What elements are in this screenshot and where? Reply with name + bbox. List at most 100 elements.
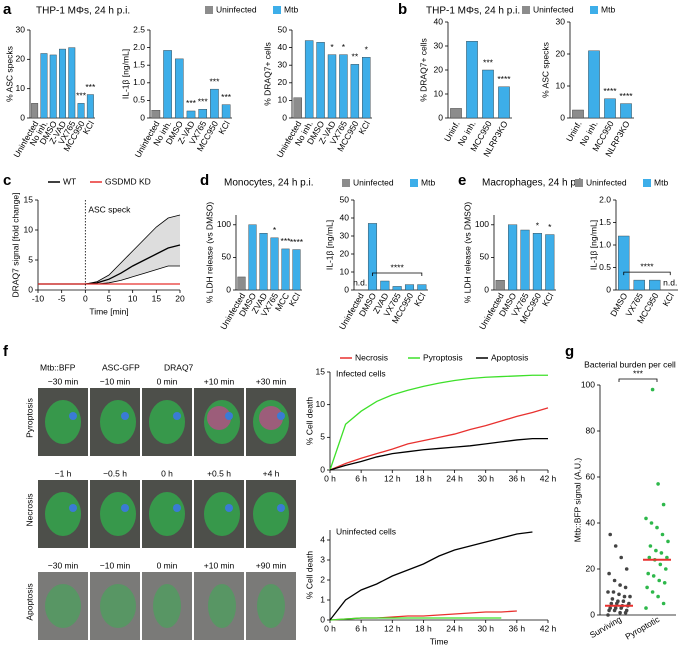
- y-tick-label: 15: [24, 194, 34, 204]
- bacteria: [173, 504, 181, 512]
- y-tick-label: 80: [586, 425, 596, 435]
- x-tick-label: 18 h: [415, 473, 432, 483]
- y-axis-label: IL-1β [ng/mL]: [324, 220, 334, 270]
- x-tick-label: KCl: [81, 119, 97, 136]
- significance-label: ***: [221, 92, 232, 102]
- legend-label: Uninfected: [216, 4, 257, 14]
- y-tick-label: 30: [556, 16, 566, 26]
- point: [658, 562, 663, 567]
- point: [612, 578, 617, 583]
- legend-swatch: [273, 6, 281, 14]
- micrograph: [90, 572, 140, 640]
- significance-label: *: [273, 225, 277, 235]
- bar: [392, 286, 402, 291]
- series-line: [329, 617, 502, 621]
- x-tick-label: 0 h: [324, 623, 336, 633]
- bar: [588, 50, 600, 119]
- panel-letter: f: [3, 343, 9, 360]
- bar: [163, 50, 172, 119]
- panel-letter: b: [398, 1, 407, 18]
- point: [627, 601, 631, 606]
- time-label: +90 min: [256, 560, 287, 570]
- point: [606, 590, 610, 594]
- x-tick-label: 36 h: [509, 473, 526, 483]
- bar: [151, 110, 161, 119]
- x-tick-label: KCl: [660, 291, 676, 308]
- bar: [508, 224, 518, 291]
- cell: [100, 400, 136, 444]
- x-tick-label: 12 h: [384, 623, 401, 633]
- y-tick-label: 40: [434, 16, 444, 26]
- point: [660, 532, 665, 537]
- bar: [466, 41, 478, 119]
- panel-letter: c: [3, 172, 11, 189]
- legend-swatch: [575, 179, 583, 187]
- bar: [68, 47, 76, 119]
- significance-label: ****: [290, 237, 304, 247]
- significance-label: ****: [619, 91, 633, 101]
- y-axis-label: % LDH release (vs DMSO): [462, 202, 472, 304]
- x-tick-label: 0 h: [324, 473, 336, 483]
- y-tick-label: 100: [217, 219, 231, 229]
- significance-label: ***: [198, 96, 209, 106]
- bacteria: [173, 412, 181, 420]
- bar: [292, 249, 301, 291]
- micrograph: [142, 572, 192, 640]
- y-tick-label: 50: [340, 194, 350, 204]
- draq7-signal: [259, 406, 283, 430]
- legend-label: Pyroptosis: [423, 352, 463, 362]
- y-tick-label: 0: [28, 284, 33, 294]
- point: [647, 555, 652, 560]
- bar: [304, 40, 314, 119]
- legend-label: Mtb: [654, 177, 668, 187]
- time-label: −10 min: [100, 560, 131, 570]
- x-tick-label: KCl: [216, 119, 232, 136]
- annotation-label: ASC speck: [88, 204, 131, 214]
- time-label: −30 min: [48, 376, 79, 386]
- y-tick-label: 100: [475, 219, 489, 229]
- point: [656, 482, 660, 486]
- y-tick-label: 30: [16, 24, 26, 34]
- series-line: [329, 407, 549, 471]
- bar: [316, 42, 325, 119]
- y-tick-label: 20: [278, 77, 288, 87]
- legend-swatch: [643, 179, 651, 187]
- y-tick-label: 10: [24, 224, 34, 234]
- point: [644, 516, 648, 521]
- y-axis-label: % ASC specks: [540, 42, 550, 98]
- point: [651, 574, 656, 578]
- significance-label: n.d.: [663, 277, 677, 287]
- cell: [45, 400, 81, 444]
- point: [657, 578, 661, 583]
- time-label: −30 min: [48, 560, 79, 570]
- y-axis-label: DRAQ7 signal [fold change]: [10, 193, 20, 298]
- panel-header: Macrophages, 24 h p.i.: [482, 178, 584, 189]
- bacteria: [121, 412, 129, 420]
- time-label: 0 min: [157, 560, 178, 570]
- y-tick-label: 0: [484, 284, 489, 294]
- y-tick-label: 10: [340, 266, 350, 276]
- significance-label: ***: [209, 76, 220, 86]
- y-tick-label: 0: [140, 112, 145, 122]
- point: [608, 606, 612, 610]
- bar: [520, 229, 530, 291]
- x-tick-label: 30 h: [477, 623, 494, 633]
- bar: [604, 98, 616, 119]
- x-tick-label: 24 h: [446, 473, 463, 483]
- y-axis-label: % LDH release (vs DMSO): [204, 202, 214, 304]
- significance-label: *: [536, 221, 540, 231]
- cell: [45, 492, 81, 536]
- point: [644, 606, 648, 610]
- point: [616, 599, 620, 603]
- x-axis-label: Time [min]: [89, 306, 128, 316]
- y-tick-label: 3: [320, 554, 325, 564]
- bar: [339, 54, 348, 119]
- legend-swatch: [410, 179, 418, 187]
- y-tick-label: 40: [586, 517, 596, 527]
- point: [624, 608, 629, 613]
- point: [645, 585, 649, 590]
- point: [607, 571, 611, 576]
- x-axis-label: Time: [430, 636, 449, 646]
- bacteria: [225, 504, 233, 512]
- y-axis-label: % DRAQ7+ cells: [418, 38, 428, 102]
